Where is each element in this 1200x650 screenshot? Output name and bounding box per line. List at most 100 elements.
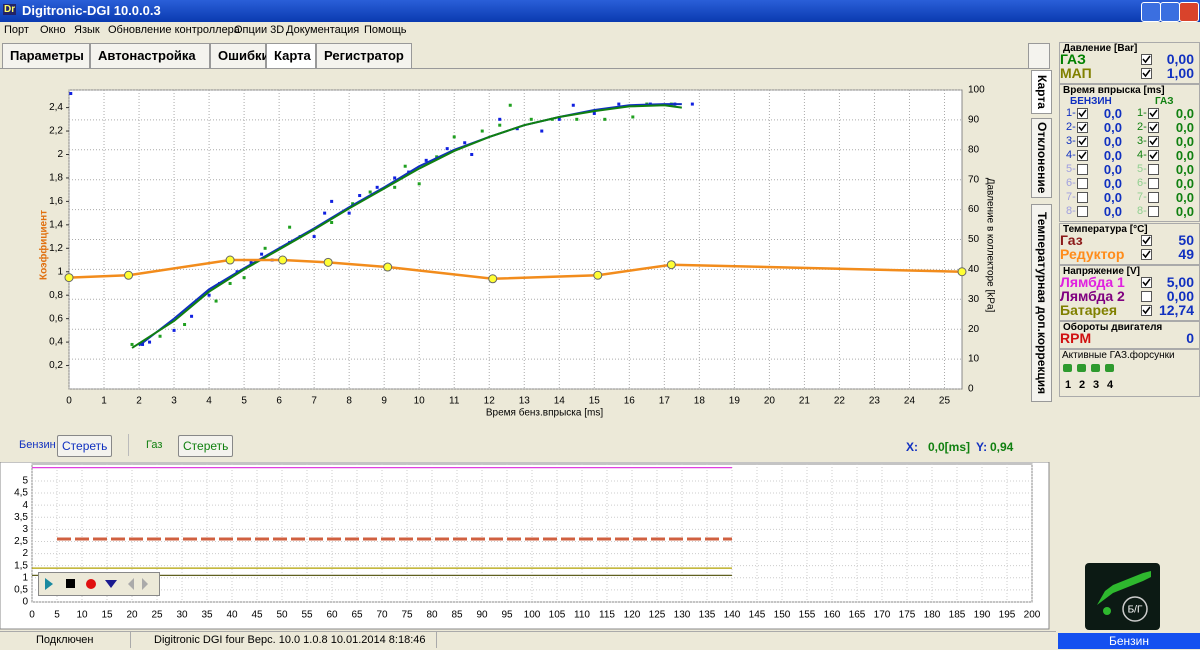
- gas-injector-value: 0,0: [1175, 204, 1194, 219]
- checkbox[interactable]: [1148, 122, 1159, 133]
- menu-item[interactable]: Документация: [286, 24, 360, 36]
- y-tick-label: 2,2: [49, 126, 63, 137]
- scatter-point: [214, 299, 218, 303]
- scatter-point: [508, 103, 512, 107]
- menu-item[interactable]: Опции 3D: [234, 24, 285, 36]
- check-mark: [1142, 236, 1151, 245]
- checkbox[interactable]: [1077, 136, 1088, 147]
- clear-button[interactable]: Стереть: [57, 435, 113, 457]
- down-button[interactable]: [105, 580, 117, 588]
- clear-button[interactable]: Стереть: [178, 435, 234, 457]
- gas-header: ГАЗ: [1155, 96, 1174, 107]
- checkbox[interactable]: [1077, 206, 1088, 217]
- y2-tick-label: 40: [968, 264, 980, 275]
- menu-item[interactable]: Окно: [40, 24, 66, 36]
- divider: [128, 434, 129, 456]
- checkbox[interactable]: [1077, 178, 1088, 189]
- checkbox[interactable]: [1077, 108, 1088, 119]
- maximize-button[interactable]: [1160, 2, 1180, 22]
- player-controls: [38, 572, 160, 596]
- gas-injector-value: 0,0: [1175, 148, 1194, 163]
- y2-tick-label: 90: [968, 115, 980, 126]
- menu-item[interactable]: Порт: [4, 24, 29, 36]
- reading-value: 12,74: [1158, 302, 1194, 318]
- x-tick-label: 17: [659, 396, 671, 407]
- x-tick-label: 85: [451, 610, 463, 621]
- scatter-point: [148, 340, 152, 344]
- checkbox[interactable]: [1148, 164, 1159, 175]
- reading-value: 50: [1178, 232, 1194, 248]
- scatter-point: [498, 117, 502, 121]
- record-button[interactable]: [86, 579, 96, 589]
- scatter-point: [540, 129, 544, 133]
- y-tick-label: 1,6: [49, 196, 63, 207]
- checkbox[interactable]: [1148, 108, 1159, 119]
- scatter-point: [603, 117, 607, 121]
- x-tick-label: 25: [151, 610, 163, 621]
- y-tick-label: 2: [22, 548, 28, 559]
- play-button[interactable]: [45, 578, 53, 590]
- checkbox[interactable]: [1148, 192, 1159, 203]
- menu-item[interactable]: Язык: [74, 24, 100, 36]
- tab[interactable]: Ошибки: [210, 43, 269, 68]
- x-tick-label: 15: [589, 396, 601, 407]
- injector-number: 3: [1093, 379, 1100, 391]
- info-button[interactable]: [1028, 43, 1050, 69]
- side-tab[interactable]: Отклонение: [1031, 118, 1052, 198]
- y-tick-label: 1,2: [49, 243, 63, 254]
- legend-label: Бензин: [19, 439, 56, 451]
- scatter-point: [260, 252, 264, 256]
- checkbox[interactable]: [1077, 192, 1088, 203]
- menu-item[interactable]: Обновление контроллера: [108, 24, 240, 36]
- tab[interactable]: Регистратор: [316, 43, 412, 68]
- fit-line: [131, 104, 682, 349]
- checkbox[interactable]: [1141, 305, 1152, 316]
- y-tick-label: 0,8: [49, 290, 63, 301]
- checkbox[interactable]: [1141, 277, 1152, 288]
- fit-line: [138, 103, 682, 347]
- x-tick-label: 40: [226, 610, 238, 621]
- correction-marker: [278, 255, 288, 265]
- petrol-injector-value: 0,0: [1103, 204, 1122, 219]
- checkbox[interactable]: [1148, 136, 1159, 147]
- side-tab[interactable]: Температурная доп.коррекция: [1031, 204, 1052, 402]
- back-button[interactable]: [128, 578, 134, 590]
- checkbox[interactable]: [1077, 150, 1088, 161]
- scatter-point: [249, 260, 253, 264]
- checkbox[interactable]: [1077, 164, 1088, 175]
- scatter-point: [690, 102, 694, 106]
- legend-label: Газ: [146, 439, 163, 451]
- x-tick-label: 195: [999, 610, 1016, 621]
- injector-icon: [1091, 364, 1100, 372]
- scatter-point: [207, 293, 211, 297]
- y-tick-label: 1,4: [49, 219, 63, 230]
- scatter-point: [69, 92, 73, 96]
- close-button[interactable]: [1179, 2, 1199, 22]
- checkbox[interactable]: [1148, 178, 1159, 189]
- injector-number: 4: [1107, 379, 1114, 391]
- forward-button[interactable]: [142, 578, 148, 590]
- menu-item[interactable]: Помощь: [364, 24, 407, 36]
- stop-button[interactable]: [66, 579, 75, 588]
- correction-marker: [593, 270, 603, 280]
- tab[interactable]: Параметры: [2, 43, 90, 68]
- side-tab[interactable]: Карта: [1031, 70, 1052, 114]
- x-tick-label: 160: [824, 610, 841, 621]
- tab[interactable]: Карта: [266, 43, 316, 68]
- scatter-point: [347, 211, 351, 215]
- section-title: Время впрыска [ms]: [1063, 85, 1165, 96]
- checkbox[interactable]: [1141, 235, 1152, 246]
- tab[interactable]: Автонастройка: [90, 43, 210, 68]
- checkbox[interactable]: [1148, 206, 1159, 217]
- minimize-button[interactable]: [1141, 2, 1161, 22]
- checkbox[interactable]: [1141, 54, 1152, 65]
- checkbox[interactable]: [1141, 291, 1152, 302]
- checkbox[interactable]: [1141, 249, 1152, 260]
- title-bar: [0, 0, 1200, 22]
- check-mark: [1078, 137, 1087, 146]
- checkbox[interactable]: [1141, 68, 1152, 79]
- checkbox[interactable]: [1148, 150, 1159, 161]
- gas-injector-label: 2-: [1137, 121, 1147, 133]
- panel-section: [1059, 349, 1200, 397]
- checkbox[interactable]: [1077, 122, 1088, 133]
